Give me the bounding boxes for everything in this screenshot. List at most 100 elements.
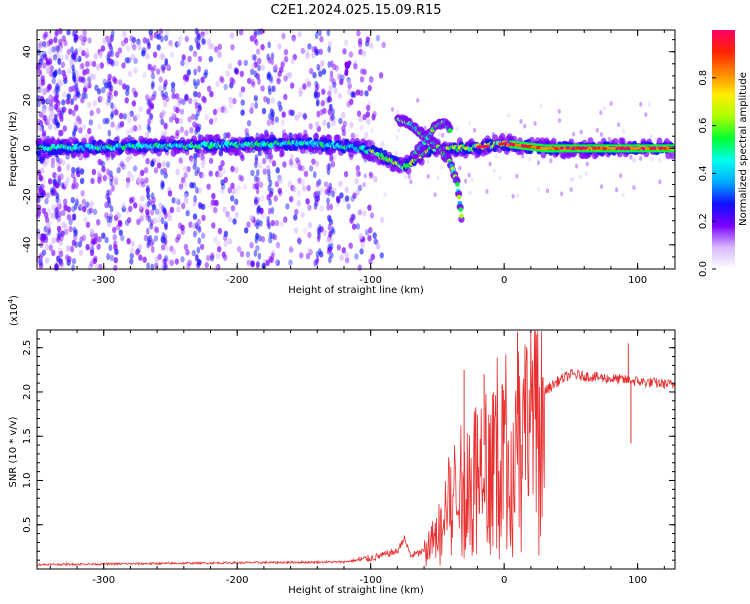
heatmap-cell: [361, 50, 367, 57]
heatmap-cell: [112, 233, 117, 241]
heatmap-cell: [354, 253, 359, 260]
heatmap-cell: [278, 105, 283, 112]
heatmap-cell: [283, 93, 288, 101]
heatmap-cell: [565, 146, 570, 150]
heatmap-cell: [51, 77, 56, 85]
snr-frame: [36, 329, 676, 570]
heatmap-cell: [44, 198, 49, 205]
spectrogram-x-label: Height of straight line (km): [288, 285, 424, 296]
heatmap-cell: [116, 167, 121, 174]
heatmap-cell: [189, 127, 194, 134]
snr-y-ticks: 0.5 1.0 1.5 2.0 2.5: [22, 338, 675, 570]
heatmap-cell: [181, 98, 186, 106]
heatmap-cell: [61, 35, 66, 42]
heatmap-cell: [267, 41, 272, 49]
heatmap-cell: [121, 62, 126, 69]
heatmap-cell: [72, 176, 77, 184]
heatmap-cell: [341, 247, 346, 254]
heatmap-cell: [276, 78, 281, 85]
heatmap-cell: [188, 45, 194, 52]
heatmap-cell: [82, 29, 87, 37]
heatmap-cell: [234, 211, 239, 219]
heatmap-cell: [220, 160, 225, 167]
heatmap-cell: [127, 170, 132, 178]
heatmap-cell: [250, 68, 255, 76]
heatmap-cell: [101, 232, 106, 239]
heatmap-cell: [353, 63, 358, 70]
heatmap-cell: [164, 222, 168, 230]
heatmap-cell: [132, 165, 138, 172]
heatmap-cell: [44, 158, 50, 165]
heatmap-cell: [230, 195, 235, 202]
heatmap-cell: [153, 167, 159, 174]
heatmap-cell: [146, 193, 151, 201]
heatmap-cell: [355, 89, 361, 96]
heatmap-cell: [47, 178, 53, 185]
heatmap-cell: [63, 204, 69, 211]
heatmap-cell: [255, 48, 261, 55]
spectrogram-y-label: Frequency (Hz): [8, 111, 19, 187]
heatmap-cell: [54, 86, 59, 93]
heatmap-cell: [307, 222, 313, 229]
heatmap-cell: [72, 76, 77, 84]
heatmap-cell: [114, 60, 119, 67]
heatmap-cell: [266, 147, 272, 156]
heatmap-cell: [481, 145, 486, 148]
heatmap-cell: [362, 210, 367, 217]
heatmap-cell: [232, 97, 237, 105]
heatmap-cell: [369, 77, 374, 84]
heatmap-cell: [111, 184, 115, 192]
heatmap-cell: [50, 157, 56, 164]
heatmap-cell: [409, 179, 413, 185]
heatmap-cell: [136, 176, 141, 184]
heatmap-cell: [130, 54, 135, 61]
heatmap-cell: [192, 50, 198, 57]
heatmap-cell: [344, 252, 349, 259]
heatmap-cell: [297, 177, 302, 184]
heatmap-cell: [38, 111, 44, 118]
heatmap-cell: [140, 212, 145, 219]
heatmap-cell: [344, 39, 349, 46]
heatmap-cell: [208, 55, 213, 63]
x-tick-label: 100: [628, 275, 647, 286]
heatmap-cell: [130, 247, 135, 255]
heatmap-cell: [73, 203, 78, 211]
heatmap-cell: [61, 99, 66, 106]
heatmap-cell: [61, 209, 66, 216]
y-tick-label: 1.0: [22, 473, 33, 489]
heatmap-cell: [130, 240, 135, 247]
heatmap-cell: [305, 198, 310, 205]
heatmap-cell: [78, 46, 83, 53]
heatmap-cell: [137, 124, 142, 131]
heatmap-cell: [314, 160, 319, 167]
heatmap-cell: [163, 101, 168, 108]
heatmap-cell: [274, 180, 280, 188]
y-tick-label: 20: [22, 94, 33, 107]
heatmap-cell: [369, 42, 374, 49]
heatmap-cell: [170, 87, 176, 94]
heatmap-cell: [142, 256, 147, 263]
heatmap-cell: [217, 227, 223, 235]
heatmap-cell: [174, 258, 179, 265]
heatmap-cell: [206, 38, 212, 45]
heatmap-cell: [347, 88, 352, 96]
heatmap-cell: [326, 96, 331, 104]
heatmap-cell: [60, 262, 65, 269]
heatmap-cell: [327, 40, 333, 48]
heatmap-cell: [250, 260, 255, 267]
heatmap-cell: [245, 251, 251, 258]
heatmap-cell: [154, 226, 159, 234]
heatmap-cell: [270, 207, 275, 214]
heatmap-cell: [158, 211, 164, 218]
heatmap-cell: [275, 259, 280, 266]
heatmap-cell: [169, 259, 174, 266]
heatmap-cell: [316, 235, 321, 243]
heatmap-cell: [314, 195, 319, 203]
heatmap-cell: [51, 188, 56, 196]
heatmap-cell: [85, 244, 90, 251]
heatmap-cell: [260, 44, 265, 51]
heatmap-cell: [394, 150, 398, 156]
heatmap-cell: [38, 259, 43, 266]
heatmap-cell: [366, 118, 371, 125]
colorbar-tick-label: 0.6: [698, 118, 709, 134]
